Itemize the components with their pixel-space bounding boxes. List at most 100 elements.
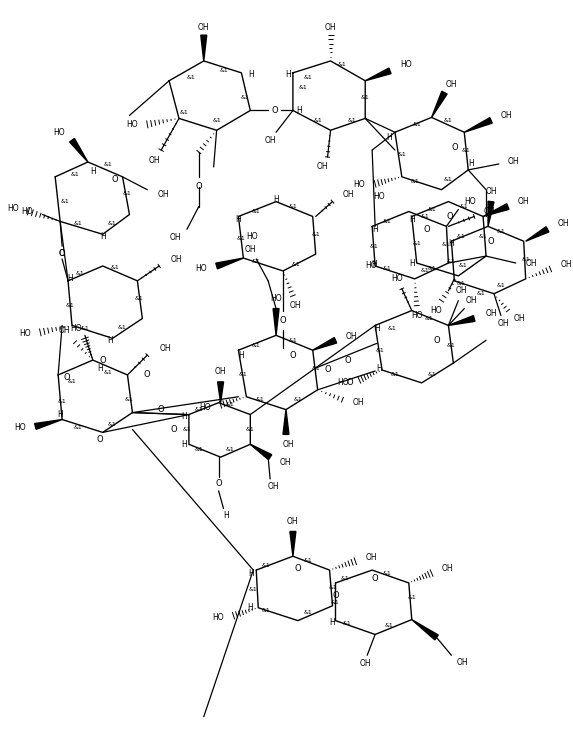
Text: &1: &1 xyxy=(457,282,466,286)
Text: O: O xyxy=(59,248,65,258)
Text: &1: &1 xyxy=(497,283,505,288)
Text: H: H xyxy=(273,195,279,204)
Text: &1: &1 xyxy=(76,271,84,276)
Text: &1: &1 xyxy=(289,338,297,343)
Text: &1: &1 xyxy=(376,347,384,353)
Text: &1: &1 xyxy=(427,207,436,212)
Text: H: H xyxy=(248,603,253,612)
Text: HO: HO xyxy=(246,232,258,241)
Text: &1: &1 xyxy=(194,447,203,452)
Text: &1: &1 xyxy=(444,118,453,123)
Text: &1: &1 xyxy=(226,402,235,407)
Text: OH: OH xyxy=(508,157,520,166)
Text: &1: &1 xyxy=(252,343,261,348)
Text: OH: OH xyxy=(498,319,510,328)
Text: OH: OH xyxy=(159,344,171,353)
Polygon shape xyxy=(283,409,289,435)
Text: &1: &1 xyxy=(459,264,468,268)
Text: O: O xyxy=(215,480,222,488)
Text: H: H xyxy=(285,70,291,79)
Text: H: H xyxy=(296,106,301,115)
Text: H: H xyxy=(449,239,454,248)
Text: &1: &1 xyxy=(311,366,320,370)
Text: H: H xyxy=(372,225,378,234)
Text: &1: &1 xyxy=(241,95,250,100)
Text: &1: &1 xyxy=(331,600,340,605)
Text: &1: &1 xyxy=(383,571,391,576)
Text: &1: &1 xyxy=(107,422,116,427)
Text: &1: &1 xyxy=(427,372,436,378)
Text: H: H xyxy=(57,410,63,419)
Text: &1: &1 xyxy=(407,596,416,600)
Text: OH: OH xyxy=(446,81,457,89)
Text: &1: &1 xyxy=(497,229,505,234)
Text: H: H xyxy=(107,336,112,345)
Text: OH: OH xyxy=(501,111,512,120)
Text: HO: HO xyxy=(464,197,476,206)
Polygon shape xyxy=(34,420,62,429)
Text: O: O xyxy=(289,350,296,360)
Text: HO: HO xyxy=(19,329,30,338)
Text: &1: &1 xyxy=(348,118,357,123)
Text: &1: &1 xyxy=(398,151,406,157)
Text: &1: &1 xyxy=(226,447,235,452)
Text: H: H xyxy=(97,364,103,372)
Text: HO: HO xyxy=(337,378,350,387)
Text: OH: OH xyxy=(264,136,276,145)
Text: &1: &1 xyxy=(183,427,191,432)
Text: OH: OH xyxy=(484,207,496,216)
Text: OH: OH xyxy=(58,326,70,335)
Text: OH: OH xyxy=(485,187,497,196)
Text: &1: &1 xyxy=(66,303,74,308)
Polygon shape xyxy=(273,309,279,336)
Text: &1: &1 xyxy=(313,118,322,123)
Text: &1: &1 xyxy=(311,232,320,236)
Text: &1: &1 xyxy=(58,399,66,404)
Text: &1: &1 xyxy=(420,268,429,273)
Text: OH: OH xyxy=(525,259,537,268)
Text: &1: &1 xyxy=(328,585,337,590)
Text: &1: &1 xyxy=(413,122,421,127)
Polygon shape xyxy=(313,338,337,350)
Text: HO: HO xyxy=(212,613,223,622)
Text: O: O xyxy=(158,405,164,414)
Polygon shape xyxy=(431,92,447,118)
Text: HO: HO xyxy=(411,311,422,320)
Text: &1: &1 xyxy=(293,397,302,402)
Text: O: O xyxy=(99,355,106,364)
Text: &1: &1 xyxy=(460,204,469,209)
Text: HO: HO xyxy=(14,423,25,432)
Text: &1: &1 xyxy=(361,95,370,100)
Text: H: H xyxy=(386,133,392,142)
Text: H: H xyxy=(238,350,244,360)
Polygon shape xyxy=(483,204,509,217)
Text: &1: &1 xyxy=(384,623,393,628)
Text: HO: HO xyxy=(199,403,211,412)
Text: &1: &1 xyxy=(246,427,254,432)
Text: OH: OH xyxy=(290,301,302,310)
Text: &1: &1 xyxy=(477,291,485,296)
Text: OH: OH xyxy=(280,457,292,466)
Text: OH: OH xyxy=(287,517,299,526)
Text: &1: &1 xyxy=(179,110,189,115)
Text: &1: &1 xyxy=(442,242,451,247)
Text: &1: &1 xyxy=(123,191,132,196)
Text: OH: OH xyxy=(352,398,364,407)
Text: O: O xyxy=(324,366,331,375)
Text: O: O xyxy=(64,373,70,382)
Text: &1: &1 xyxy=(427,267,436,271)
Text: &1: &1 xyxy=(303,75,312,81)
Text: &1: &1 xyxy=(387,326,397,331)
Text: &1: &1 xyxy=(462,148,470,152)
Text: &1: &1 xyxy=(219,68,228,73)
Text: O: O xyxy=(111,175,118,184)
Text: &1: &1 xyxy=(252,259,261,264)
Polygon shape xyxy=(464,118,492,132)
Text: &1: &1 xyxy=(194,407,203,412)
Text: OH: OH xyxy=(560,259,572,268)
Text: &1: &1 xyxy=(70,172,79,177)
Text: &1: &1 xyxy=(444,177,453,183)
Text: &1: &1 xyxy=(478,234,488,239)
Text: &1: &1 xyxy=(303,558,312,562)
Text: &1: &1 xyxy=(249,588,258,593)
